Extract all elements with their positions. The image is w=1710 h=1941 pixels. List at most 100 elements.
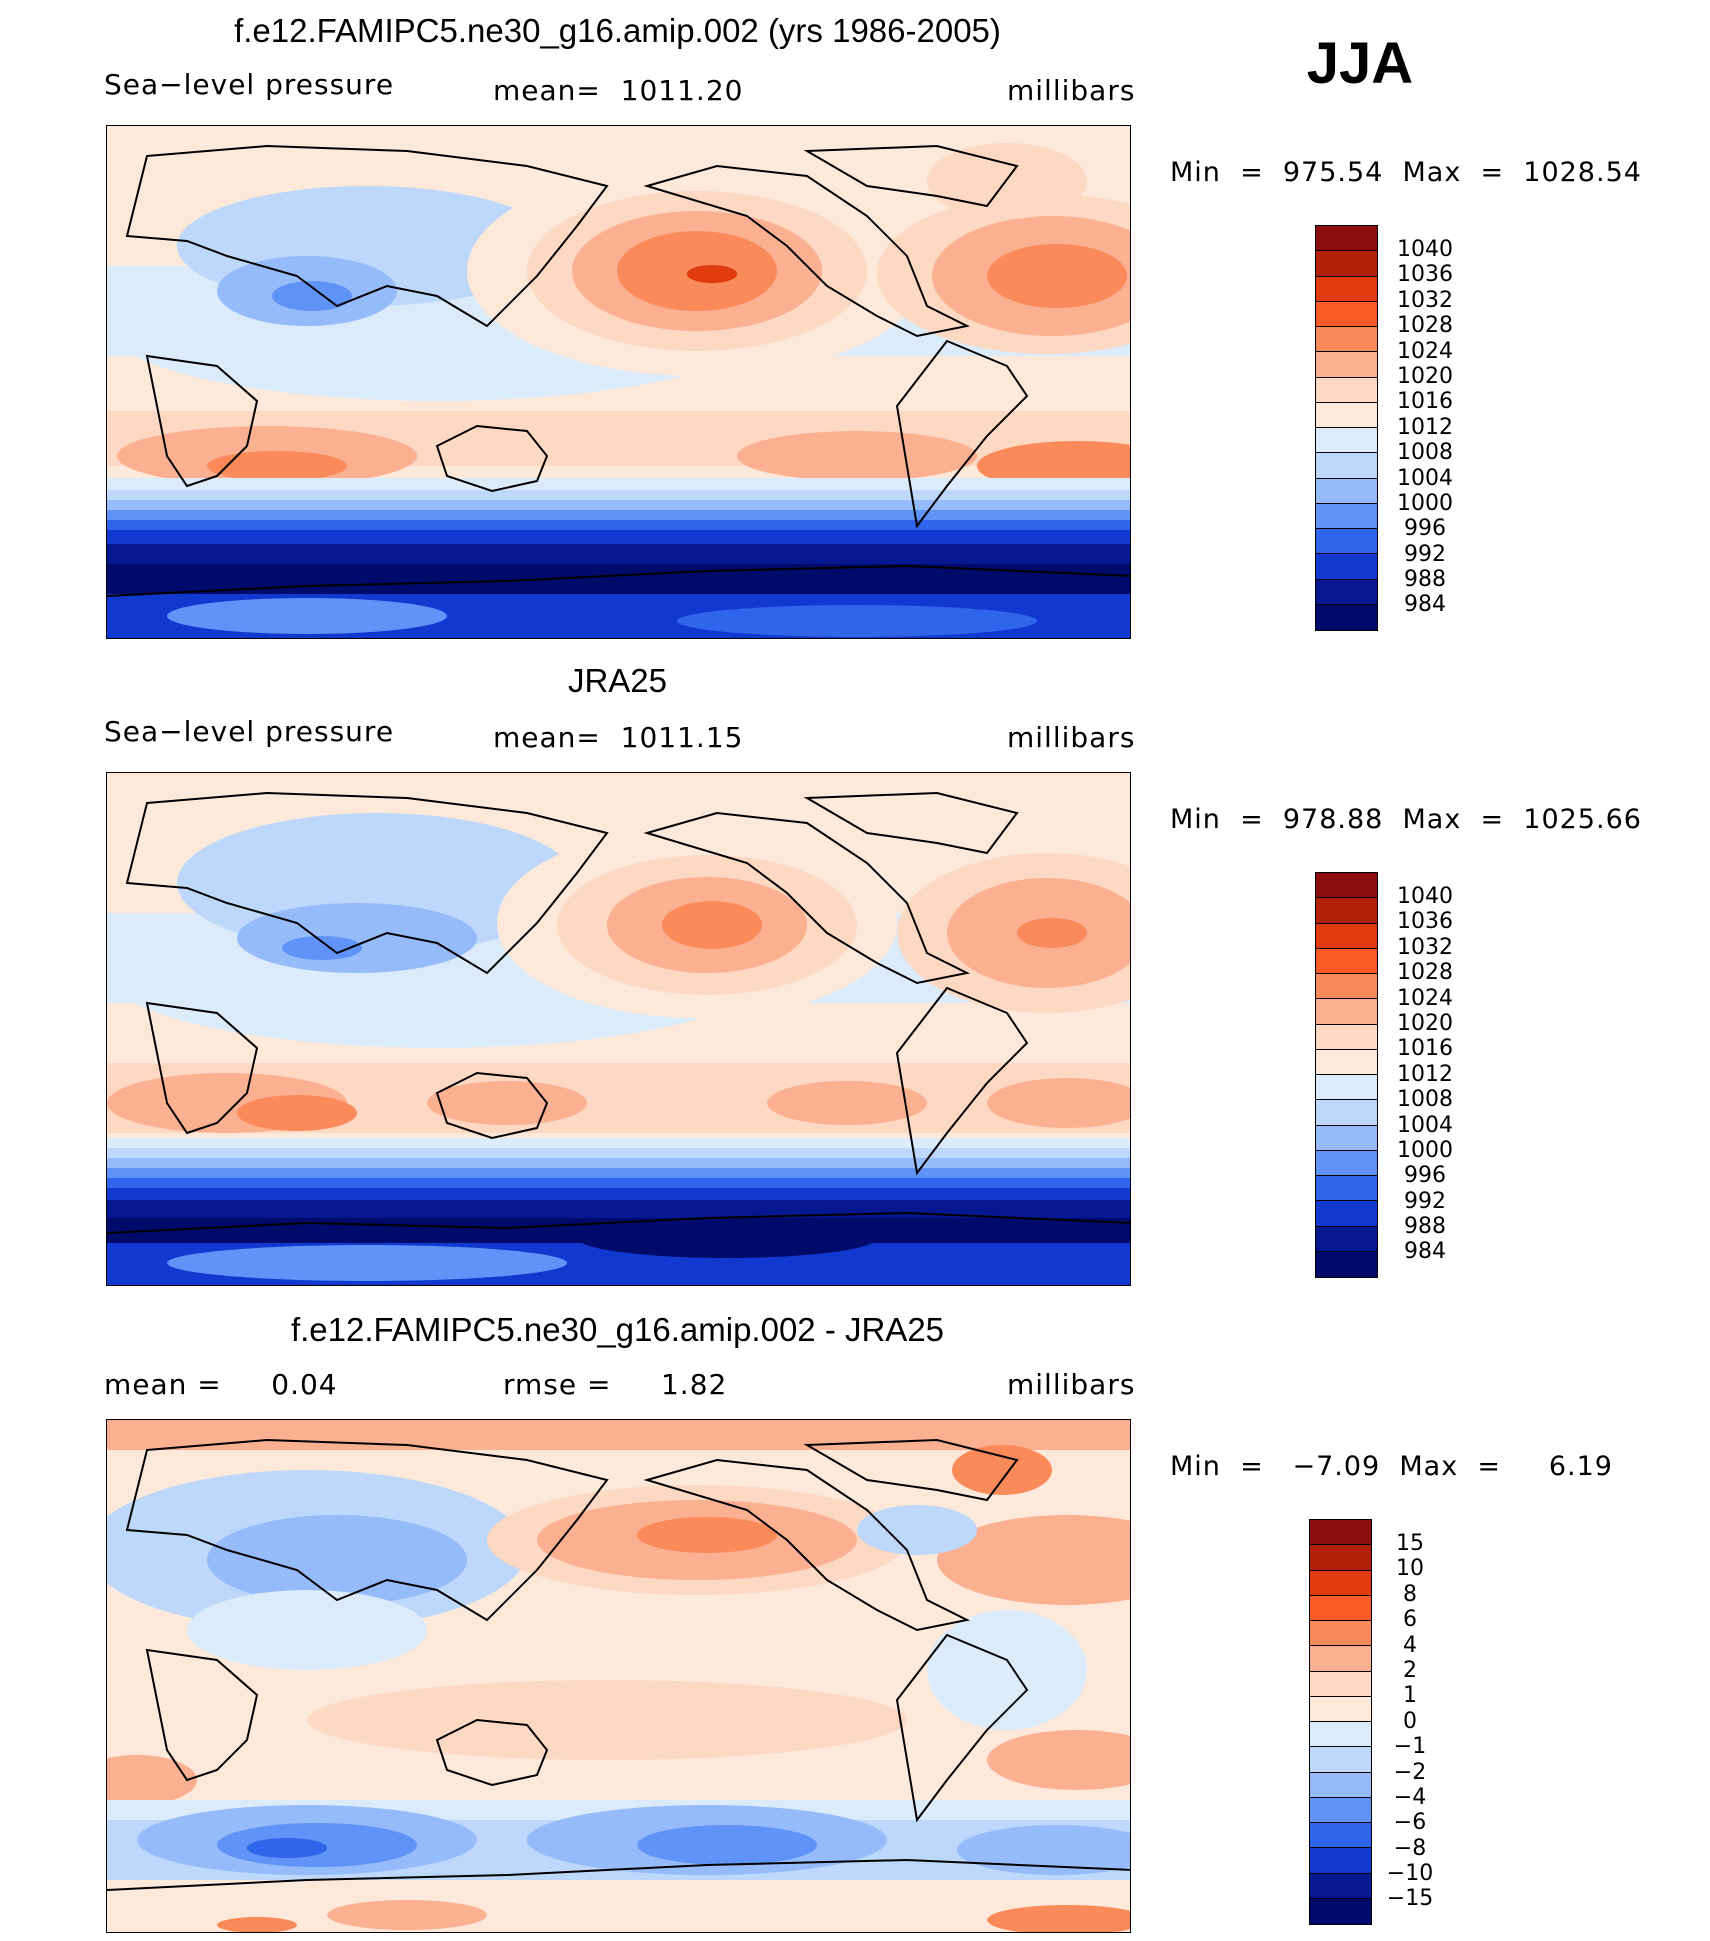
colorbar-swatch: [1310, 1646, 1371, 1672]
colorbar-swatch: [1316, 873, 1377, 899]
colorbar-tick-label: 1024: [1397, 338, 1453, 364]
colorbar-tick-label: 1000: [1397, 1137, 1453, 1163]
panel1-mean-label: mean= 1011.20: [493, 74, 744, 107]
colorbar-tick-label: 996: [1404, 1163, 1446, 1189]
colorbar-swatch: [1316, 898, 1377, 924]
season-label: JJA: [1306, 31, 1414, 96]
colorbar-tick-label: −15: [1386, 1886, 1434, 1912]
colorbar-tick-label: 988: [1404, 1214, 1446, 1240]
colorbar-swatch: [1310, 1898, 1371, 1924]
panel2-minmax: Min = 978.88 Max = 1025.66: [1170, 804, 1642, 835]
panel1-variable-label: Sea−level pressure: [104, 68, 395, 101]
colorbar-tick-label: 8: [1403, 1581, 1417, 1607]
panel3-units-label: millibars: [1007, 1368, 1136, 1401]
colorbar-tick-label: 1012: [1397, 414, 1453, 440]
colorbar-tick-label: 1: [1403, 1683, 1417, 1709]
panel3-title: f.e12.FAMIPC5.ne30_g16.amip.002 - JRA25: [290, 1311, 945, 1348]
colorbar-tick-label: 996: [1404, 516, 1446, 542]
colorbar-swatch: [1316, 478, 1377, 504]
colorbar-tick-label: 1020: [1397, 363, 1453, 389]
colorbar-tick-label: 1032: [1397, 934, 1453, 960]
colorbar-swatch: [1316, 402, 1377, 428]
colorbar-swatch: [1316, 579, 1377, 605]
colorbar-tick-label: −2: [1393, 1759, 1427, 1785]
colorbar-swatch: [1316, 529, 1377, 555]
colorbar-tick-label: 992: [1404, 1188, 1446, 1214]
colorbar-swatch: [1316, 251, 1377, 277]
colorbar-swatch: [1310, 1671, 1371, 1697]
colorbar-swatch: [1316, 1125, 1377, 1151]
colorbar-swatch: [1316, 948, 1377, 974]
colorbar-tick-label: 6: [1403, 1607, 1417, 1633]
panel3-colorbar: [1309, 1519, 1372, 1925]
colorbar-swatch: [1316, 226, 1377, 252]
colorbar-tick-label: 1016: [1397, 1036, 1453, 1062]
panel1-colorbar: [1315, 225, 1378, 631]
colorbar-tick-label: 4: [1403, 1632, 1417, 1658]
colorbar-tick-label: 2: [1403, 1657, 1417, 1683]
colorbar-swatch: [1310, 1520, 1371, 1546]
panel2-variable-label: Sea−level pressure: [104, 715, 395, 748]
colorbar-tick-label: 1036: [1397, 262, 1453, 288]
colorbar-swatch: [1316, 999, 1377, 1025]
panel2-map: [106, 772, 1131, 1286]
panel1-minmax: Min = 975.54 Max = 1028.54: [1170, 157, 1642, 188]
colorbar-swatch: [1316, 923, 1377, 949]
colorbar-swatch: [1310, 1722, 1371, 1748]
colorbar-swatch: [1316, 1024, 1377, 1050]
panel3-mean-label: mean = 0.04: [104, 1368, 338, 1401]
panel3-rmse-label: rmse = 1.82: [503, 1368, 728, 1401]
panel2-units-label: millibars: [1007, 721, 1136, 754]
colorbar-tick-label: 988: [1404, 567, 1446, 593]
colorbar-swatch: [1310, 1772, 1371, 1798]
colorbar-tick-label: 1016: [1397, 389, 1453, 415]
colorbar-swatch: [1316, 352, 1377, 378]
colorbar-tick-label: 1020: [1397, 1010, 1453, 1036]
colorbar-swatch: [1316, 1049, 1377, 1075]
panel1-title: f.e12.FAMIPC5.ne30_g16.amip.002 (yrs 198…: [234, 12, 1001, 49]
colorbar-swatch: [1310, 1545, 1371, 1571]
panel2-mean-label: mean= 1011.15: [493, 721, 744, 754]
colorbar-swatch: [1310, 1570, 1371, 1596]
colorbar-swatch: [1316, 1201, 1377, 1227]
colorbar-tick-label: 1028: [1397, 960, 1453, 986]
colorbar-tick-label: 1032: [1397, 287, 1453, 313]
colorbar-tick-label: 1008: [1397, 440, 1453, 466]
colorbar-swatch: [1316, 1100, 1377, 1126]
panel2-colorbar-labels: 1040 1036 1032 1028 1024 1020 1016 1012 1008 1004…: [1390, 884, 1460, 1265]
colorbar-swatch: [1316, 327, 1377, 353]
colorbar-tick-label: 1028: [1397, 313, 1453, 339]
colorbar-swatch: [1316, 503, 1377, 529]
colorbar-tick-label: 984: [1404, 592, 1446, 618]
colorbar-swatch: [1310, 1848, 1371, 1874]
colorbar-swatch: [1316, 974, 1377, 1000]
colorbar-swatch: [1310, 1873, 1371, 1899]
colorbar-tick-label: 1000: [1397, 490, 1453, 516]
colorbar-swatch: [1316, 604, 1377, 630]
colorbar-tick-label: −10: [1386, 1861, 1434, 1887]
panel3-minmax: Min = −7.09 Max = 6.19: [1170, 1451, 1613, 1482]
panel2-title: JRA25: [567, 662, 668, 699]
colorbar-tick-label: 0: [1403, 1708, 1417, 1734]
panel1-units-label: millibars: [1007, 74, 1136, 107]
colorbar-tick-label: 1036: [1397, 909, 1453, 935]
colorbar-tick-label: 1024: [1397, 985, 1453, 1011]
colorbar-tick-label: 1040: [1397, 237, 1453, 262]
colorbar-tick-label: −8: [1393, 1835, 1427, 1861]
colorbar-tick-label: −4: [1393, 1784, 1427, 1810]
colorbar-tick-label: 1040: [1397, 884, 1453, 909]
colorbar-tick-label: 1008: [1397, 1087, 1453, 1113]
colorbar-swatch: [1316, 276, 1377, 302]
colorbar-tick-label: 10: [1396, 1556, 1424, 1582]
colorbar-swatch: [1316, 1176, 1377, 1202]
colorbar-tick-label: −1: [1393, 1734, 1427, 1760]
colorbar-swatch: [1316, 1150, 1377, 1176]
colorbar-tick-label: 984: [1404, 1239, 1446, 1265]
colorbar-swatch: [1316, 301, 1377, 327]
colorbar-swatch: [1316, 377, 1377, 403]
colorbar-tick-label: −6: [1393, 1810, 1427, 1836]
colorbar-swatch: [1310, 1823, 1371, 1849]
colorbar-swatch: [1316, 1226, 1377, 1252]
colorbar-swatch: [1310, 1595, 1371, 1621]
colorbar-tick-label: 1012: [1397, 1061, 1453, 1087]
